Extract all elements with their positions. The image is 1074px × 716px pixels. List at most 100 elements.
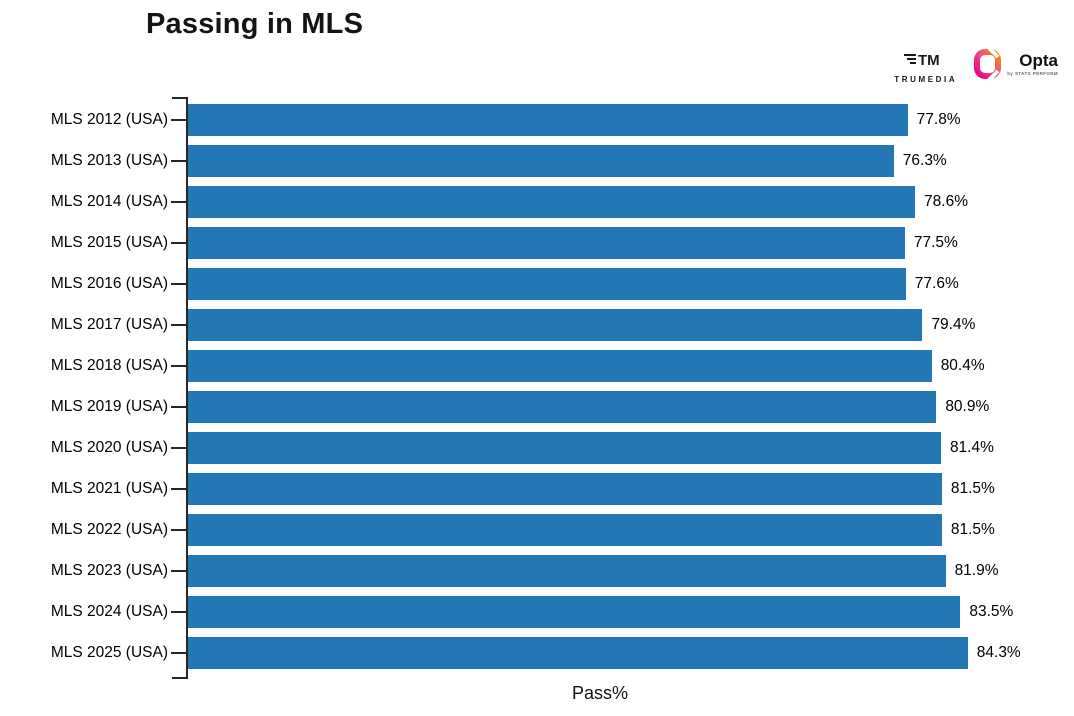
chart-title: Passing in MLS bbox=[146, 8, 364, 40]
svg-text:TM: TM bbox=[918, 52, 940, 69]
axis-tick-cell bbox=[168, 200, 186, 203]
value-label: 81.9% bbox=[954, 561, 999, 579]
bar bbox=[188, 226, 905, 259]
bar bbox=[188, 554, 946, 587]
trumedia-label: TRUMEDIA bbox=[894, 75, 958, 84]
bar bbox=[188, 513, 942, 546]
bar bbox=[188, 636, 968, 669]
axis-tick bbox=[171, 323, 186, 326]
category-label: MLS 2019 (USA) bbox=[50, 397, 168, 415]
value-label: 83.5% bbox=[969, 602, 1014, 620]
category-label: MLS 2016 (USA) bbox=[50, 274, 168, 292]
value-label: 80.9% bbox=[945, 397, 990, 415]
axis-tick bbox=[171, 364, 186, 367]
axis-tick bbox=[171, 200, 186, 203]
bar-row: MLS 2024 (USA) 83.5% bbox=[0, 591, 1074, 632]
bar bbox=[188, 472, 942, 505]
bar-row: MLS 2012 (USA) 77.8% bbox=[0, 99, 1074, 140]
category-label: MLS 2020 (USA) bbox=[50, 438, 168, 456]
value-label: 78.6% bbox=[924, 192, 968, 210]
bar-row: MLS 2018 (USA) 80.4% bbox=[0, 345, 1074, 386]
value-label: 81.5% bbox=[950, 520, 995, 538]
opta-label: Opta bbox=[1019, 51, 1058, 70]
bar bbox=[188, 103, 908, 136]
y-axis-top-cap bbox=[172, 97, 188, 99]
axis-tick-cell bbox=[168, 651, 186, 654]
x-axis-title: Pass% bbox=[571, 683, 629, 703]
bar-row: MLS 2025 (USA) 84.3% bbox=[0, 632, 1074, 673]
axis-tick bbox=[171, 569, 186, 572]
trumedia-logo: TM TRUMEDIA bbox=[894, 49, 957, 84]
value-label: 77.8% bbox=[916, 110, 961, 128]
axis-tick-cell bbox=[168, 241, 186, 244]
axis-tick bbox=[171, 446, 186, 449]
axis-tick-cell bbox=[168, 323, 186, 326]
category-label: MLS 2015 (USA) bbox=[50, 233, 168, 251]
category-label: MLS 2025 (USA) bbox=[50, 643, 168, 661]
axis-tick-cell bbox=[168, 610, 186, 613]
category-label: MLS 2014 (USA) bbox=[50, 192, 168, 210]
axis-tick-cell bbox=[168, 405, 186, 408]
bar bbox=[188, 144, 894, 177]
axis-tick bbox=[171, 241, 186, 244]
opta-logo: Opta by STATS PERFORM bbox=[973, 46, 1058, 85]
category-label: MLS 2017 (USA) bbox=[50, 315, 168, 333]
bar-row: MLS 2013 (USA) 76.3% bbox=[0, 140, 1074, 181]
value-label: 79.4% bbox=[931, 315, 976, 333]
value-label: 80.4% bbox=[940, 356, 985, 374]
axis-tick bbox=[171, 610, 186, 613]
bar-row: MLS 2023 (USA) 81.9% bbox=[0, 550, 1074, 591]
value-label: 77.6% bbox=[914, 274, 959, 292]
axis-tick bbox=[171, 651, 186, 654]
category-label: MLS 2024 (USA) bbox=[50, 602, 168, 620]
bar-row: MLS 2017 (USA) 79.4% bbox=[0, 304, 1074, 345]
axis-tick-cell bbox=[168, 364, 186, 367]
bar-row: MLS 2014 (USA) 78.6% bbox=[0, 181, 1074, 222]
category-label: MLS 2021 (USA) bbox=[50, 479, 168, 497]
axis-tick bbox=[171, 405, 186, 408]
value-label: 81.5% bbox=[950, 479, 995, 497]
bar bbox=[188, 431, 941, 464]
axis-tick bbox=[171, 118, 186, 121]
y-axis-bottom-cap bbox=[172, 677, 188, 679]
axis-tick-cell bbox=[168, 528, 186, 531]
axis-tick bbox=[171, 282, 186, 285]
axis-tick-cell bbox=[168, 118, 186, 121]
axis-tick bbox=[171, 528, 186, 531]
value-label: 84.3% bbox=[976, 643, 1021, 661]
opta-sub-label: by STATS PERFORM bbox=[1007, 70, 1058, 76]
axis-tick-cell bbox=[168, 159, 186, 162]
bar-row: MLS 2021 (USA) 81.5% bbox=[0, 468, 1074, 509]
category-label: MLS 2018 (USA) bbox=[50, 356, 168, 374]
y-axis-line bbox=[186, 97, 188, 679]
value-label: 77.5% bbox=[913, 233, 958, 251]
bar-row: MLS 2015 (USA) 77.5% bbox=[0, 222, 1074, 263]
bar bbox=[188, 595, 961, 628]
bar bbox=[188, 308, 923, 341]
axis-tick-cell bbox=[168, 487, 186, 490]
axis-tick-cell bbox=[168, 446, 186, 449]
bar-row: MLS 2019 (USA) 80.9% bbox=[0, 386, 1074, 427]
bar-row: MLS 2020 (USA) 81.4% bbox=[0, 427, 1074, 468]
bar bbox=[188, 349, 932, 382]
bar bbox=[188, 185, 916, 218]
bar-row: MLS 2016 (USA) 77.6% bbox=[0, 263, 1074, 304]
axis-tick-cell bbox=[168, 282, 186, 285]
axis-tick bbox=[171, 487, 186, 490]
category-label: MLS 2023 (USA) bbox=[50, 561, 168, 579]
category-label: MLS 2013 (USA) bbox=[50, 151, 168, 169]
bar-row: MLS 2022 (USA) 81.5% bbox=[0, 509, 1074, 550]
value-label: 81.4% bbox=[949, 438, 994, 456]
category-label: MLS 2022 (USA) bbox=[50, 520, 168, 538]
axis-tick bbox=[171, 159, 186, 162]
bar-rows: MLS 2012 (USA) 77.8% MLS 2013 (USA) 76.3% ML… bbox=[0, 99, 1074, 673]
trumedia-mark-icon: TM bbox=[903, 49, 949, 74]
opta-ring-icon bbox=[973, 46, 1003, 85]
category-label: MLS 2012 (USA) bbox=[50, 110, 168, 128]
value-label: 76.3% bbox=[902, 151, 947, 169]
bar bbox=[188, 267, 906, 300]
bar bbox=[188, 390, 937, 423]
branding-logos: TM TRUMEDIA bbox=[894, 46, 1058, 85]
axis-tick-cell bbox=[168, 569, 186, 572]
